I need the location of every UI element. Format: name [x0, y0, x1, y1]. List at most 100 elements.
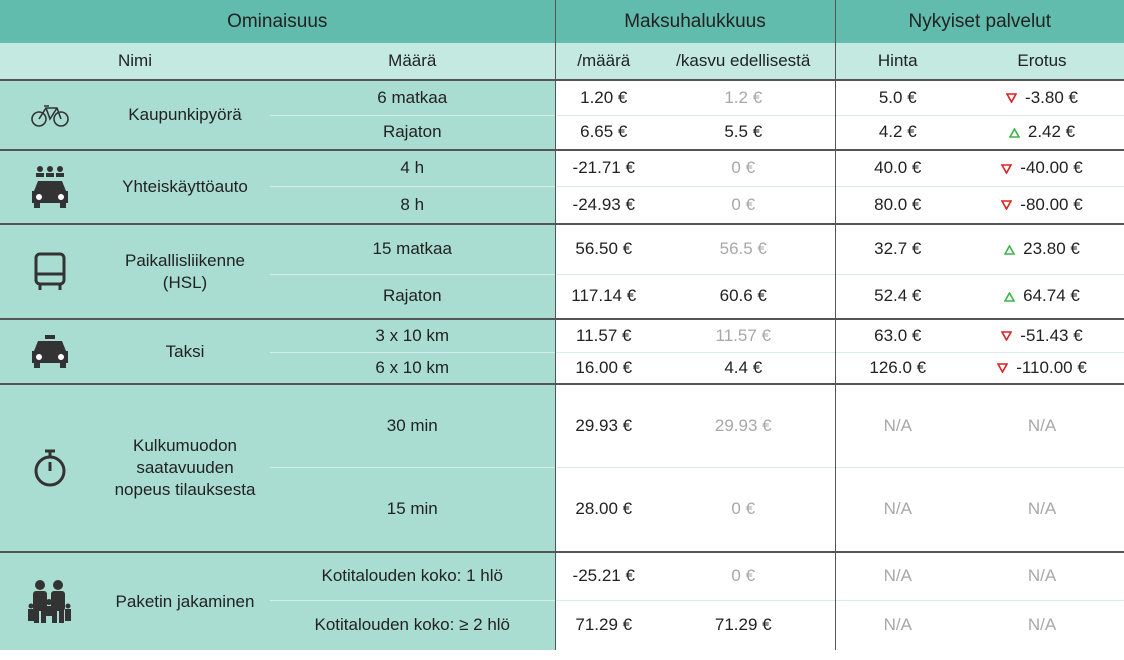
price-cell: 80.0 €	[834, 185, 960, 224]
amount-cell: 6 matkaa	[270, 79, 555, 115]
table-row: 6 x 10 km 16.00 €4.4 €126.0 € -110.00 €	[0, 351, 1124, 384]
table-body: Kaupunkipyörä 6 matkaa 1.20 €1.2 €5.0 € -3.…	[0, 79, 1124, 650]
diff-value: N/A	[1027, 415, 1057, 435]
icon-cell	[0, 383, 100, 552]
column-header: Määrä	[270, 43, 555, 80]
diff-value: -80.00 €	[1020, 194, 1083, 214]
per-cell: 117.14 €	[554, 273, 652, 319]
triangle	[1008, 127, 1020, 138]
name-cell: Paketin jakaminen	[100, 551, 270, 650]
per-cell: 29.93 €	[554, 383, 652, 467]
table-row: Paketin jakaminen Kotitalouden koko: 1 hl…	[0, 551, 1124, 650]
icon-cell	[0, 223, 100, 319]
price-cell: 40.0 €	[834, 149, 960, 186]
diff-value: -110.00 €	[1016, 357, 1087, 377]
name-cell: Taksi	[100, 318, 270, 384]
amount-cell: Kotitalouden koko: 1 hlö	[270, 551, 555, 600]
name-cell: Kulkumuodon saatavuuden nopeus tilaukses…	[100, 383, 270, 552]
per-cell: -21.71 €	[554, 149, 652, 186]
triangle	[1006, 93, 1018, 104]
name-cell: Yhteiskäyttöauto	[100, 149, 270, 224]
amount-cell: 8 h	[270, 185, 555, 224]
per-cell: 1.20 €	[554, 79, 652, 115]
growth-cell: 0 €	[652, 466, 835, 552]
family-icon	[28, 579, 71, 623]
amount-cell: 15 matkaa	[270, 223, 555, 274]
diff-cell: 64.74 €	[960, 273, 1124, 319]
diff-value: N/A	[1027, 615, 1057, 635]
growth-cell: 1.2 €	[652, 79, 835, 115]
name-cell: Kaupunkipyörä	[100, 79, 270, 150]
up-triangle	[1004, 244, 1016, 255]
amount-cell: 3 x 10 km	[270, 318, 555, 352]
bike-icon	[31, 105, 69, 127]
amount-cell: Kotitalouden koko: ≥ 2 hlö	[270, 599, 555, 650]
table-row: Kulkumuodon saatavuuden nopeus tilaukses…	[0, 383, 1124, 552]
down-triangle	[1001, 163, 1013, 174]
diff-cell: -51.43 €	[960, 318, 1124, 352]
group-header: Ominaisuus	[0, 0, 555, 43]
triangle	[997, 363, 1009, 374]
diff-cell: 2.42 €	[960, 114, 1124, 150]
per-cell: 28.00 €	[554, 466, 652, 552]
icon-cell	[0, 79, 100, 150]
per-cell: 56.50 €	[554, 223, 652, 274]
table-row: Taksi 3 x 10 km 11.57 €11.57 €63.0 € -51.43…	[0, 318, 1124, 384]
growth-cell: 56.5 €	[652, 223, 835, 274]
growth-cell: 4.4 €	[652, 351, 835, 384]
price-cell: N/A	[834, 599, 960, 650]
diff-value: -51.43 €	[1020, 325, 1083, 345]
icon-cell	[0, 551, 100, 650]
diff-value: N/A	[1027, 566, 1057, 586]
price-cell: N/A	[834, 551, 960, 600]
growth-cell: 29.93 €	[652, 383, 835, 467]
diff-cell: 23.80 €	[960, 223, 1124, 274]
header-row: Ominaisuus Maksuhalukkuus Nykyiset palve…	[0, 0, 1124, 43]
per-cell: 11.57 €	[554, 318, 652, 352]
price-cell: 32.7 €	[834, 223, 960, 274]
triangle	[1001, 331, 1013, 342]
growth-cell: 0 €	[652, 551, 835, 600]
icon-cell	[0, 318, 100, 384]
growth-cell: 5.5 €	[652, 114, 835, 150]
diff-value: 23.80 €	[1023, 239, 1080, 259]
price-cell: 52.4 €	[834, 273, 960, 319]
per-cell: 16.00 €	[554, 351, 652, 384]
per-cell: -25.21 €	[554, 551, 652, 600]
stopwatch-icon	[34, 449, 66, 487]
up-triangle	[1008, 127, 1020, 138]
amount-cell: Rajaton	[270, 273, 555, 319]
triangle	[1001, 163, 1013, 174]
diff-value: 2.42 €	[1027, 122, 1076, 142]
column-header: Erotus	[960, 43, 1124, 80]
column-header: /kasvu edellisestä	[652, 43, 835, 80]
price-cell: 5.0 €	[834, 79, 960, 115]
table-row: Kotitalouden koko: ≥ 2 hlö 71.29 €71.29 €…	[0, 599, 1124, 650]
table-row: 15 min 28.00 €0 € N/A N/A	[0, 466, 1124, 552]
price-cell: 4.2 €	[834, 114, 960, 150]
per-cell: -24.93 €	[554, 185, 652, 224]
diff-cell: -3.80 €	[960, 79, 1124, 115]
diff-value: N/A	[1027, 499, 1057, 519]
amount-cell: 6 x 10 km	[270, 351, 555, 384]
icon-cell	[0, 149, 100, 224]
taxi-icon	[32, 334, 68, 368]
up-triangle	[1004, 291, 1016, 302]
table-row: 8 h -24.93 €0 €80.0 € -80.00 €	[0, 185, 1124, 224]
amount-cell: Rajaton	[270, 114, 555, 150]
diff-cell: -110.00 €	[960, 351, 1124, 384]
triangle	[1004, 244, 1016, 255]
growth-cell: 71.29 €	[652, 599, 835, 650]
table-row: Paikallisliikenne (HSL) 15 matkaa 56.50 €5…	[0, 223, 1124, 319]
group-header: Maksuhalukkuus	[554, 0, 835, 43]
name-cell: Paikallisliikenne (HSL)	[100, 223, 270, 319]
growth-cell: 0 €	[652, 149, 835, 186]
table-row: Rajaton 6.65 €5.5 €4.2 € 2.42 €	[0, 114, 1124, 150]
diff-value: -3.80 €	[1025, 87, 1078, 107]
price-cell: 63.0 €	[834, 318, 960, 352]
carshare-icon	[32, 166, 68, 208]
growth-cell: 11.57 €	[652, 318, 835, 352]
group-header: Nykyiset palvelut	[834, 0, 1124, 43]
column-header: Hinta	[834, 43, 960, 80]
